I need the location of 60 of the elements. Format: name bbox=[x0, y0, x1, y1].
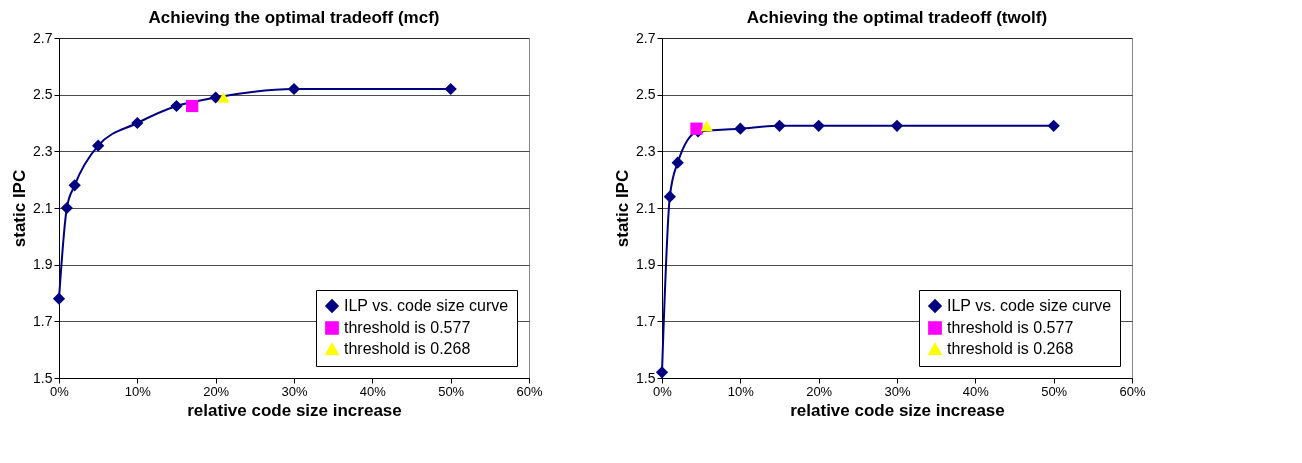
legend-label: ILP vs. code size curve bbox=[947, 297, 1112, 314]
y-tick-label: 1.9 bbox=[636, 256, 656, 273]
point bbox=[700, 120, 713, 132]
legend-label: threshold is 0.577 bbox=[947, 319, 1074, 336]
x-tick-label: 30% bbox=[884, 383, 911, 399]
legend-label: threshold is 0.268 bbox=[947, 340, 1074, 357]
point bbox=[655, 366, 669, 379]
point bbox=[444, 82, 457, 96]
x-tick-label: 60% bbox=[1119, 383, 1146, 399]
y-axis-title: static IPC bbox=[10, 169, 30, 248]
x-tick-label: 0% bbox=[50, 383, 70, 399]
y-tick-label: 2.7 bbox=[636, 29, 656, 46]
y-tick-label: 2.7 bbox=[33, 29, 53, 46]
x-tick-label: 0% bbox=[653, 383, 673, 399]
point bbox=[734, 122, 747, 135]
point bbox=[217, 92, 230, 103]
point bbox=[287, 82, 301, 96]
y-tick-label: 2.3 bbox=[636, 142, 656, 159]
point bbox=[52, 292, 66, 305]
x-tick-label: 50% bbox=[1041, 383, 1068, 399]
x-tick-label: 40% bbox=[962, 383, 990, 399]
y-tick-label: 2.5 bbox=[33, 86, 53, 103]
point bbox=[92, 139, 105, 152]
point bbox=[131, 116, 144, 130]
y-tick-label: 2.5 bbox=[636, 86, 656, 103]
point bbox=[773, 119, 786, 132]
x-tick-label: 30% bbox=[281, 383, 308, 399]
point bbox=[170, 99, 183, 113]
point bbox=[890, 119, 904, 132]
point bbox=[671, 156, 684, 169]
chart-title: Achieving the optimal tradeoff (mcf) bbox=[148, 8, 440, 27]
y-tick-label: 1.7 bbox=[33, 312, 53, 329]
legend-label: threshold is 0.268 bbox=[344, 340, 471, 357]
point bbox=[812, 119, 825, 132]
x-axis-title: relative code size increase bbox=[187, 400, 402, 420]
legend-label: ILP vs. code size curve bbox=[344, 297, 509, 314]
point bbox=[186, 99, 199, 113]
y-tick-label: 1.9 bbox=[33, 256, 53, 273]
x-tick-label: 50% bbox=[438, 383, 465, 399]
x-tick-label: 20% bbox=[203, 383, 230, 399]
x-tick-label: 10% bbox=[727, 383, 755, 399]
y-tick-label: 1.5 bbox=[636, 369, 656, 386]
x-tick-label: 40% bbox=[359, 383, 387, 399]
y-tick-label: 1.5 bbox=[33, 369, 53, 386]
chart-title: Achieving the optimal tradeoff (twolf) bbox=[746, 8, 1048, 27]
x-tick-label: 20% bbox=[806, 383, 833, 399]
y-tick-label: 2.1 bbox=[33, 199, 53, 216]
x-tick-label: 10% bbox=[124, 383, 152, 399]
point bbox=[663, 190, 676, 203]
point bbox=[60, 201, 73, 215]
legend-label: threshold is 0.577 bbox=[344, 319, 471, 336]
y-tick-label: 2.1 bbox=[636, 199, 656, 216]
x-tick-label: 60% bbox=[516, 383, 543, 399]
y-tick-label: 1.7 bbox=[636, 312, 656, 329]
y-axis-title: static IPC bbox=[613, 169, 633, 248]
x-axis-title: relative code size increase bbox=[790, 400, 1005, 420]
y-tick-label: 2.3 bbox=[33, 142, 53, 159]
point bbox=[209, 91, 222, 104]
point bbox=[1047, 119, 1060, 132]
point bbox=[68, 179, 81, 192]
